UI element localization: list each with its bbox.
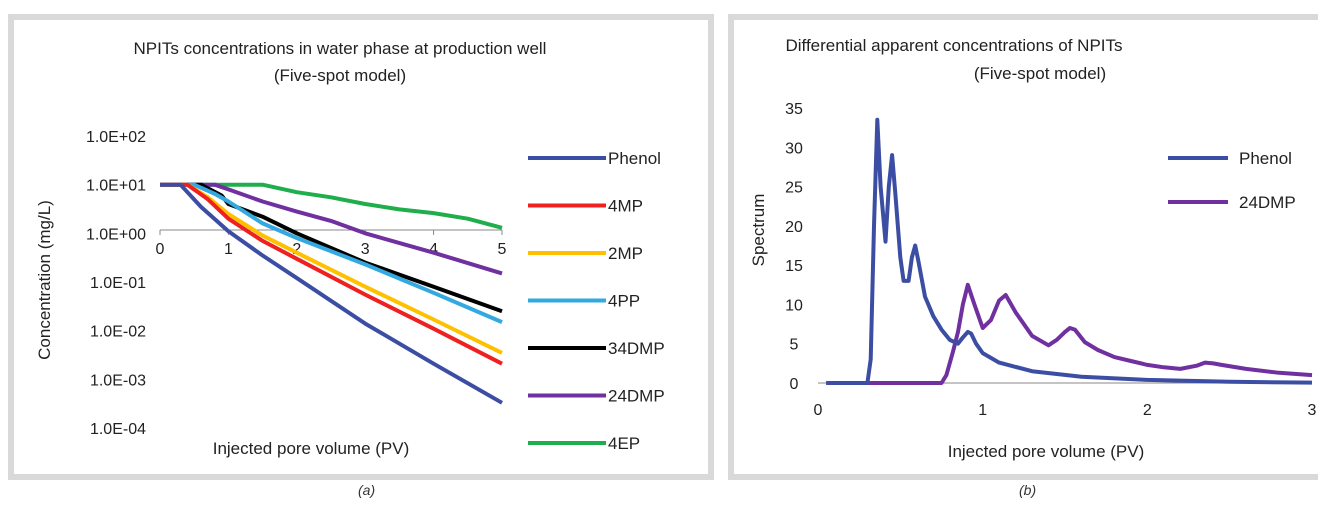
caption-a: (a): [358, 482, 376, 498]
chart-b-xtick-label: 0: [814, 402, 823, 419]
chart-a-ytick-label: 1.0E+00: [86, 226, 146, 243]
chart-b-ytick-label: 10: [785, 297, 803, 314]
chart-a-xtick-label: 3: [361, 241, 370, 258]
chart-b-xtick-label: 3: [1308, 402, 1317, 419]
chart-b-legend-label: Phenol: [1239, 149, 1292, 168]
chart-b-xtick-label: 2: [1143, 402, 1152, 419]
chart-a-ytick-label: 1.0E+01: [86, 178, 146, 195]
chart-a-series-4mp: [160, 182, 503, 366]
chart-a-legend-entry-phenol: Phenol: [528, 149, 661, 168]
chart-a-ylabel: Concentration (mg/L): [35, 200, 54, 360]
chart-a-legend-label: Phenol: [608, 149, 661, 168]
chart-b-ytick-label: 25: [785, 180, 803, 197]
chart-a-xtick-label: 4: [429, 241, 438, 258]
chart-a-legend-label: 4EP: [608, 434, 640, 453]
chart-a-legend-entry-4ep: 4EP: [528, 434, 640, 453]
chart-a-legend-entry-4mp: 4MP: [528, 197, 643, 216]
chart-b-svg: Differential apparent concentrations of …: [749, 36, 1317, 461]
chart-a-xlabel: Injected pore volume (PV): [213, 439, 410, 458]
chart-b-ytick-label: 0: [790, 376, 799, 393]
chart-a-legend-entry-2mp: 2MP: [528, 244, 643, 263]
chart-a-legend-entry-34dmp: 34DMP: [528, 339, 665, 358]
chart-b-ytick-label: 20: [785, 219, 803, 236]
chart-b-series-phenol: [826, 117, 1313, 385]
chart-a-series-phenol: [160, 182, 503, 405]
caption-b: (b): [1019, 482, 1037, 498]
chart-b-series-24dmp: [826, 282, 1313, 385]
chart-a-legend-entry-24dmp: 24DMP: [528, 387, 665, 406]
chart-panel-a: NPITs concentrations in water phase at p…: [8, 14, 714, 480]
chart-a-ytick-label: 1.0E+02: [86, 129, 146, 146]
chart-a-series-2mp: [160, 182, 503, 355]
chart-b-ylabel: Spectrum: [749, 194, 768, 267]
chart-a-legend-label: 2MP: [608, 244, 643, 263]
chart-a-subtitle: (Five-spot model): [274, 66, 406, 85]
chart-a-xtick-label: 0: [156, 241, 165, 258]
chart-a-title: NPITs concentrations in water phase at p…: [134, 39, 547, 58]
chart-a-ytick-label: 1.0E-02: [90, 324, 146, 341]
chart-a-legend-label: 4PP: [608, 292, 640, 311]
chart-a-legend-label: 24DMP: [608, 387, 665, 406]
chart-a-series-4pp: [160, 182, 503, 324]
chart-a-series-4ep: [160, 182, 503, 230]
chart-b-legend-entry-phenol: Phenol: [1168, 149, 1292, 168]
chart-a-ytick-label: 1.0E-01: [90, 275, 146, 292]
chart-b-ytick-label: 15: [785, 258, 803, 275]
chart-b-legend-entry-24dmp: 24DMP: [1168, 193, 1296, 212]
chart-a-legend-entry-4pp: 4PP: [528, 292, 640, 311]
chart-b-ytick-label: 35: [785, 101, 803, 118]
chart-b-subtitle: (Five-spot model): [974, 64, 1106, 83]
chart-a-legend-label: 4MP: [608, 197, 643, 216]
chart-a-ytick-label: 1.0E-04: [90, 421, 146, 438]
chart-a-series-24dmp: [160, 182, 503, 276]
chart-a-xtick-label: 5: [498, 241, 507, 258]
chart-a-svg: NPITs concentrations in water phase at p…: [35, 39, 665, 458]
chart-a-xtick-label: 2: [292, 241, 301, 258]
chart-a-series-34dmp: [160, 182, 503, 314]
chart-b-xlabel: Injected pore volume (PV): [948, 442, 1145, 461]
chart-b-title: Differential apparent concentrations of …: [785, 36, 1122, 55]
chart-a-ytick-label: 1.0E-03: [90, 372, 146, 389]
chart-panel-b: Differential apparent concentrations of …: [728, 14, 1318, 480]
chart-b-ytick-label: 30: [785, 140, 803, 157]
chart-a-xtick-label: 1: [224, 241, 233, 258]
chart-a-legend-label: 34DMP: [608, 339, 665, 358]
chart-b-legend-label: 24DMP: [1239, 193, 1296, 212]
chart-b-xtick-label: 1: [978, 402, 987, 419]
chart-b-ytick-label: 5: [790, 337, 799, 354]
